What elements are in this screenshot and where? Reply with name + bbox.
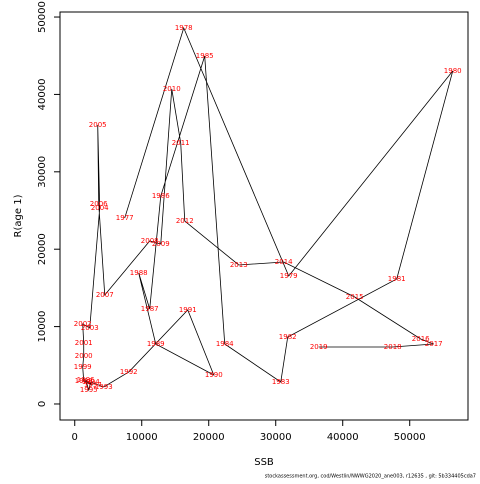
y-tick-label: 40000 [37, 79, 48, 111]
year-label: 2016 [412, 335, 430, 343]
year-label: 1996 [77, 376, 95, 384]
year-label: 1977 [116, 214, 134, 222]
year-label: 2011 [172, 139, 190, 147]
year-label: 1990 [205, 371, 223, 379]
y-axis-label: R(age 1) [13, 194, 24, 237]
year-label: 2013 [230, 261, 248, 269]
year-label: 1999 [74, 363, 92, 371]
y-tick-label: 50000 [37, 1, 48, 33]
x-tick-label: 0 [72, 432, 78, 443]
y-tick-label: 10000 [37, 311, 48, 343]
year-label: 2008 [141, 237, 159, 245]
year-label: 2000 [75, 352, 93, 360]
year-label: 2007 [96, 291, 114, 299]
trajectory-line [82, 26, 454, 392]
year-label: 1998 [75, 377, 93, 385]
x-tick-label: 30000 [260, 432, 292, 443]
year-label: 1982 [279, 333, 297, 341]
year-label: 1995 [80, 386, 98, 394]
year-label: 1986 [152, 192, 170, 200]
year-label: 1987 [141, 305, 159, 313]
x-axis-label: SSB [254, 457, 274, 468]
x-tick-label: 40000 [327, 432, 359, 443]
year-label: 2006 [90, 200, 108, 208]
year-label: 1978 [175, 24, 193, 32]
y-tick-label: 0 [37, 401, 48, 407]
year-label: 1991 [179, 306, 197, 314]
year-label: 1981 [388, 275, 406, 283]
year-label: 1992 [120, 368, 138, 376]
x-tick-label: 50000 [394, 432, 426, 443]
year-label: 1984 [216, 340, 234, 348]
year-label: 2002 [74, 320, 92, 328]
year-label: 1993 [95, 383, 113, 391]
year-label: 1988 [130, 269, 148, 277]
year-label: 2012 [176, 217, 194, 225]
year-label: 2010 [163, 85, 181, 93]
x-tick-label: 20000 [193, 432, 225, 443]
year-label: 2009 [152, 240, 170, 248]
year-label: 1985 [196, 52, 214, 60]
year-label: 1989 [147, 340, 165, 348]
y-tick-label: 20000 [37, 233, 48, 265]
year-label: 2015 [346, 293, 364, 301]
year-label: 2014 [275, 258, 293, 266]
year-label: 1983 [272, 378, 290, 386]
year-label: 2005 [89, 121, 107, 129]
year-label: 1979 [280, 272, 298, 280]
year-label: 2017 [425, 340, 443, 348]
y-tick-label: 30000 [37, 156, 48, 188]
year-label: 2004 [91, 204, 109, 212]
year-label: 1980 [444, 67, 462, 75]
year-label: 2019 [310, 343, 328, 351]
x-tick-label: 10000 [126, 432, 158, 443]
year-label: 2003 [81, 324, 99, 332]
year-label: 2001 [75, 339, 93, 347]
year-label: 2018 [384, 343, 402, 351]
year-label: 1997 [84, 381, 102, 389]
year-label: 1994 [82, 378, 100, 386]
plot-frame [59, 11, 469, 421]
footnote: stockassessment.org, cod/Westlin/NWWG202… [265, 474, 476, 480]
